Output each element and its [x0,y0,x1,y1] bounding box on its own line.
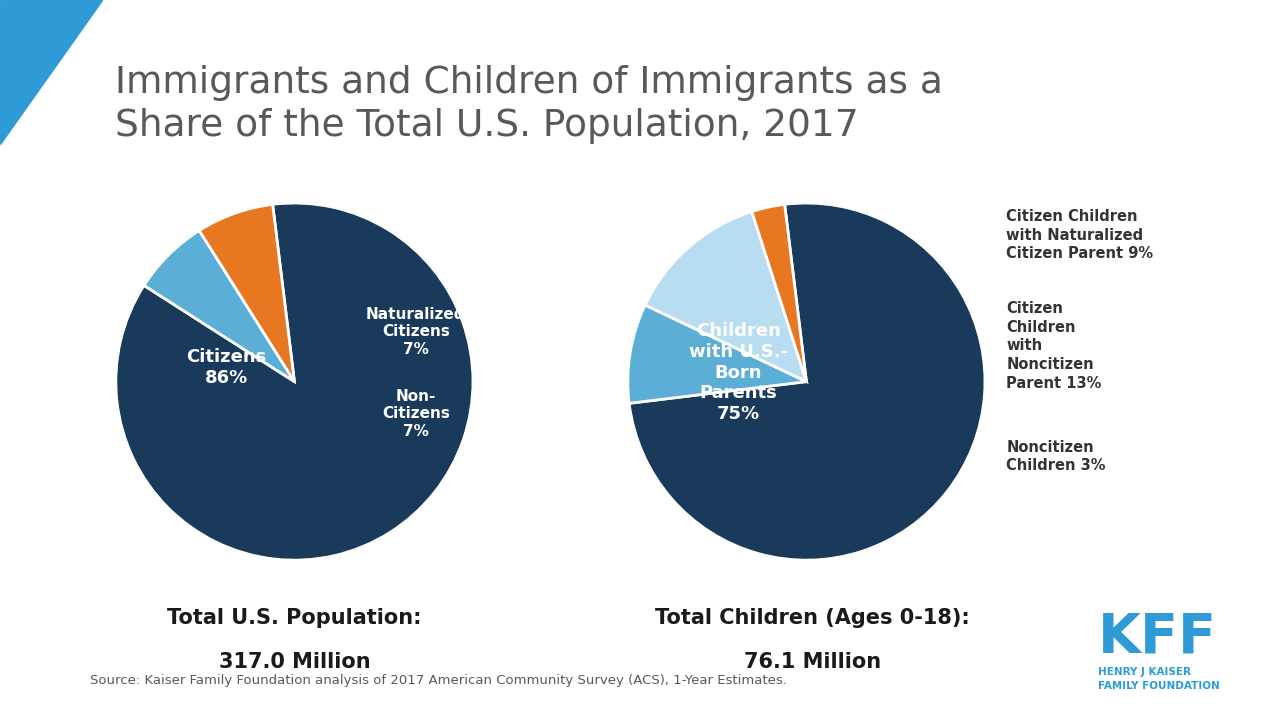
Text: Non-
Citizens
7%: Non- Citizens 7% [381,389,449,438]
Text: KFF: KFF [1098,611,1217,664]
Text: Total U.S. Population:: Total U.S. Population: [168,608,421,629]
Wedge shape [630,203,984,560]
Wedge shape [645,212,806,382]
Text: Citizens
86%: Citizens 86% [187,348,266,387]
Text: Immigrants and Children of Immigrants as a
Share of the Total U.S. Population, 2: Immigrants and Children of Immigrants as… [115,65,943,144]
Text: Citizen Children
with Naturalized
Citizen Parent 9%: Citizen Children with Naturalized Citize… [1006,209,1153,261]
Text: HENRY J KAISER
FAMILY FOUNDATION: HENRY J KAISER FAMILY FOUNDATION [1098,667,1220,691]
Wedge shape [628,305,806,403]
Text: Naturalized
Citizens
7%: Naturalized Citizens 7% [366,307,466,356]
Wedge shape [200,204,294,382]
Text: Total Children (Ages 0-18):: Total Children (Ages 0-18): [655,608,970,629]
Text: 317.0 Million: 317.0 Million [219,652,370,672]
Text: Noncitizen
Children 3%: Noncitizen Children 3% [1006,440,1106,473]
Text: Source: Kaiser Family Foundation analysis of 2017 American Community Survey (ACS: Source: Kaiser Family Foundation analysi… [90,674,786,687]
Wedge shape [751,204,806,382]
Text: 76.1 Million: 76.1 Million [744,652,882,672]
Text: Citizen
Children
with
Noncitizen
Parent 13%: Citizen Children with Noncitizen Parent … [1006,301,1102,390]
Wedge shape [116,203,472,560]
Wedge shape [143,230,294,382]
Text: Children
with U.S.-
Born
Parents
75%: Children with U.S.- Born Parents 75% [689,322,788,423]
